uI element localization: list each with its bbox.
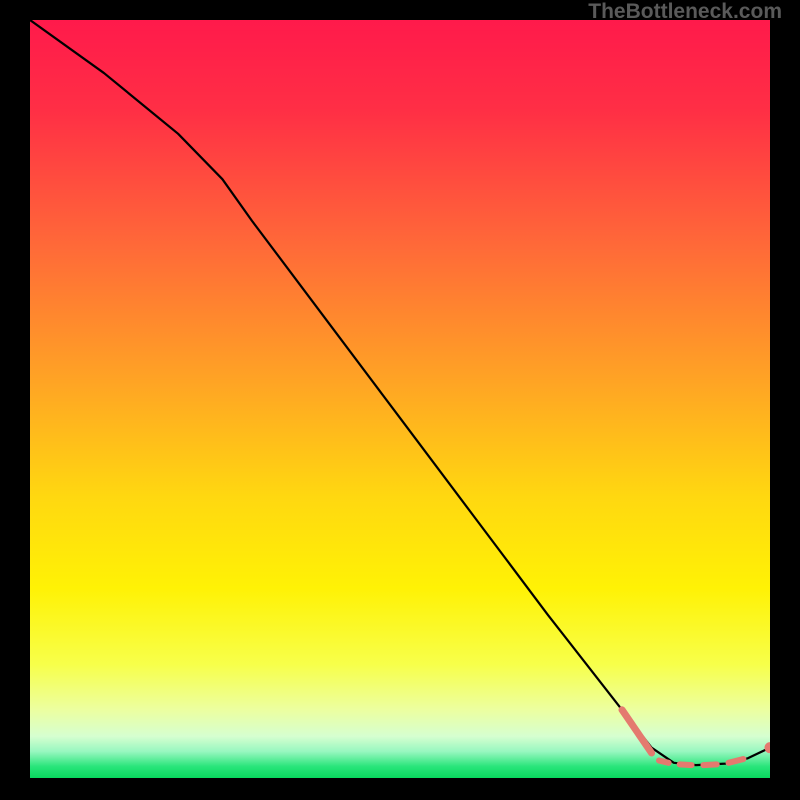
highlight-dash-2 [703,764,716,765]
chart-svg [30,20,770,778]
chart-plot-area [30,20,770,778]
highlight-dash-1 [680,764,692,765]
highlight-dash-0 [659,761,669,763]
highlight-dash-3 [729,759,744,763]
chart-background-gradient [30,20,770,778]
watermark-text: TheBottleneck.com [588,0,782,24]
